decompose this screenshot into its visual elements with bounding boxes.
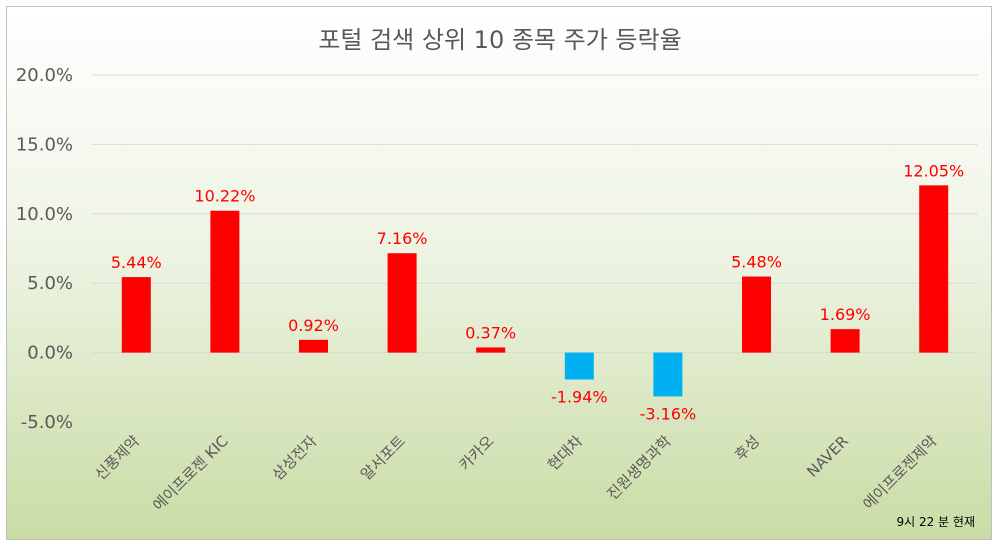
y-tick-label: 5.0% <box>27 273 73 294</box>
y-tick-label: 0.0% <box>27 343 73 364</box>
data-label: 10.22% <box>194 187 255 206</box>
y-tick-label: 15.0% <box>16 134 73 155</box>
bar <box>919 185 949 353</box>
data-labels: 5.44% 10.22% 0.92% 7.16% 0.37% -1.94% -3.16% 5.… <box>111 161 964 423</box>
bar <box>742 276 771 353</box>
y-tick-label: 20.0% <box>16 65 73 86</box>
bar <box>210 210 240 353</box>
bar <box>299 339 328 353</box>
y-axis-tick-labels: 20.0% 15.0% 10.0% 5.0% 0.0% -5.0% <box>16 65 73 433</box>
data-label: 7.16% <box>377 229 428 248</box>
bar <box>830 329 860 353</box>
data-label: 5.44% <box>111 253 162 272</box>
data-label: 0.37% <box>465 323 516 342</box>
gridlines <box>92 74 978 423</box>
data-label: 5.48% <box>731 253 782 272</box>
bar <box>121 277 151 353</box>
bars <box>121 185 949 397</box>
data-label: -1.94% <box>551 388 608 407</box>
chart-background <box>7 7 991 539</box>
y-tick-label: 10.0% <box>16 204 73 225</box>
bar <box>564 352 594 380</box>
chart-frame <box>6 6 992 540</box>
chart-title: 포털 검색 상위 10 종목 주가 등락율 <box>318 26 681 54</box>
bar <box>653 352 683 397</box>
data-label: 0.92% <box>288 316 339 335</box>
bar <box>387 253 417 353</box>
data-label: 1.69% <box>820 305 871 324</box>
timestamp-annotation: 9시 22 분 현재 <box>896 515 975 529</box>
bar <box>476 347 506 353</box>
y-tick-label: -5.0% <box>21 412 73 433</box>
data-label: -3.16% <box>640 404 697 423</box>
data-label: 12.05% <box>903 161 964 180</box>
